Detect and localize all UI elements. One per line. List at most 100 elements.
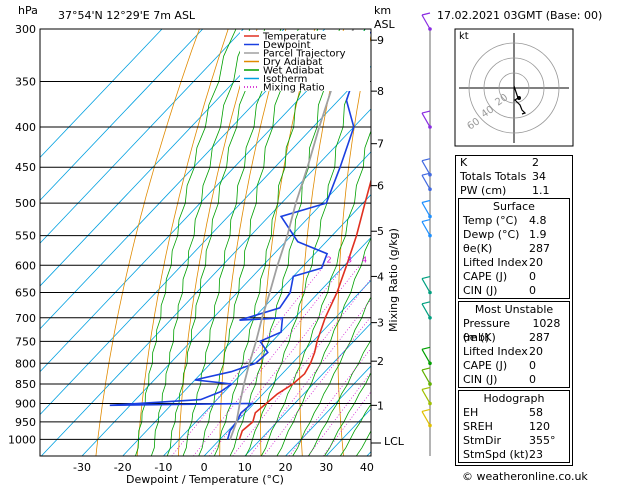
wind-barb <box>421 349 431 364</box>
legend-entry: Temperature <box>262 32 326 43</box>
pressure-tick-label: 450 <box>15 161 36 174</box>
wind-barb <box>421 174 431 190</box>
wet-adiabat-line <box>260 129 371 456</box>
wet-adiabat-line <box>308 338 371 456</box>
dry-adiabat-line <box>178 29 258 456</box>
km-tick-label: 5 <box>377 225 384 238</box>
isotherm-line <box>40 29 163 159</box>
wind-barb <box>421 112 431 128</box>
legend-entry: Mixing Ratio <box>263 83 325 94</box>
mixing-ratio-label: 2 <box>327 256 332 265</box>
km-label: km <box>374 4 391 17</box>
legend-entry: Isotherm <box>263 74 307 85</box>
lcl-label: LCL <box>384 435 405 448</box>
most-unstable-title: Most Unstable <box>474 303 554 316</box>
km-tick-label: 1 <box>377 399 384 412</box>
most-unstable-box: Most Unstable Pressure (mb) 1028 θe (K) 28… <box>458 301 570 388</box>
isotherm-line <box>40 29 285 287</box>
km-tick-label: 9 <box>377 34 384 47</box>
isotherm-line <box>285 365 371 456</box>
x-tick-label: -20 <box>114 461 132 474</box>
wind-barb <box>421 14 431 30</box>
dry-adiabat-line <box>95 29 200 456</box>
pressure-tick-label: 650 <box>15 287 36 300</box>
x-tick-label: 10 <box>238 461 252 474</box>
wet-adiabat-line <box>339 403 371 456</box>
dry-adiabat-line <box>219 29 287 456</box>
pressure-tick-label: 400 <box>15 121 36 134</box>
isotherm-line <box>41 108 371 456</box>
x-tick-label: -30 <box>73 461 91 474</box>
pw-row: PW (cm) 1.1 <box>460 184 550 197</box>
mixing-ratio-label: 4 <box>362 256 367 265</box>
credit-text: © weatheronline.co.uk <box>462 470 588 483</box>
wet-adiabat-line <box>292 296 371 456</box>
legend-entry: Parcel Trajectory <box>263 49 346 60</box>
location-title: 37°54'N 12°29'E 7m ASL <box>58 9 196 22</box>
mixing-ratio-line <box>307 371 371 456</box>
x-tick-label: -10 <box>154 461 172 474</box>
legend-entry: Dry Adiabat <box>263 57 322 68</box>
dry-adiabat-line <box>299 29 344 456</box>
x-tick-label: 20 <box>279 461 293 474</box>
km-tick-label: 3 <box>377 317 384 330</box>
mixing-ratio-line <box>171 265 325 456</box>
wet-adiabat-line <box>245 29 366 456</box>
dry-adiabat-line <box>603 29 629 456</box>
isotherm-line <box>122 194 371 456</box>
hodograph-stats-title: Hodograph <box>483 392 545 405</box>
dry-adiabat-line <box>573 29 629 456</box>
dry-adiabat-line <box>410 29 430 456</box>
pressure-tick-label: 950 <box>15 416 36 429</box>
mixing-ratio-axis-title: Mixing Ratio (g/kg) <box>387 228 400 332</box>
dry-adiabat-line <box>136 29 229 456</box>
wind-barb <box>421 369 431 385</box>
hodograph-kt-label: kt <box>459 31 469 42</box>
isotherm-line <box>40 29 326 330</box>
pressure-tick-label: 900 <box>15 397 36 410</box>
km-tick-label: 6 <box>377 180 384 193</box>
wind-barb <box>421 278 431 293</box>
hodograph: kt 20 40 60 <box>454 28 574 147</box>
wet-adiabat-line <box>150 29 251 456</box>
pressure-tick-label: 850 <box>15 378 36 391</box>
isotherm-line <box>40 29 366 373</box>
km-tick-label: 8 <box>377 85 384 98</box>
mixing-ratio-line <box>193 265 346 456</box>
isotherm-line <box>40 29 244 244</box>
isotherm-line <box>244 322 371 456</box>
hodograph-stats-box: Hodograph EH 58 SREH 120 StmDir 355° StmSpd… <box>458 390 570 463</box>
pressure-tick-label: 800 <box>15 357 36 370</box>
legend-box <box>240 31 370 91</box>
wind-barb <box>421 202 431 217</box>
dewpoint-line <box>109 31 371 440</box>
wet-adiabat-line <box>182 29 282 456</box>
totals-totals-row: Totals Totals 34 <box>460 170 546 183</box>
pressure-tick-label: 750 <box>15 335 36 348</box>
pressure-tick-label: 350 <box>15 76 36 89</box>
wind-barb <box>421 160 431 175</box>
surface-title: Surface <box>493 200 535 213</box>
wet-adiabat-line <box>229 29 341 456</box>
legend-entry: Dewpoint <box>263 40 311 51</box>
wind-barb <box>421 303 431 319</box>
wind-barb <box>421 411 431 426</box>
pressure-tick-label: 600 <box>15 259 36 272</box>
x-tick-label: 30 <box>319 461 333 474</box>
pressure-tick-label: 300 <box>15 23 36 36</box>
parcel-trajectory-line <box>229 29 355 440</box>
mixing-ratio-label: 3 <box>347 256 352 265</box>
asl-label: ASL <box>374 18 396 31</box>
wet-adiabat-line <box>166 29 266 456</box>
x-tick-label: 40 <box>360 461 374 474</box>
dry-adiabat-line <box>337 33 371 456</box>
isotherm-line <box>203 279 371 456</box>
pressure-tick-label: 1000 <box>8 433 36 446</box>
legend-entry: Wet Adiabat <box>263 66 324 77</box>
pressure-tick-label: 700 <box>15 312 36 325</box>
km-tick-label: 2 <box>377 355 384 368</box>
pressure-tick-label: 500 <box>15 197 36 210</box>
